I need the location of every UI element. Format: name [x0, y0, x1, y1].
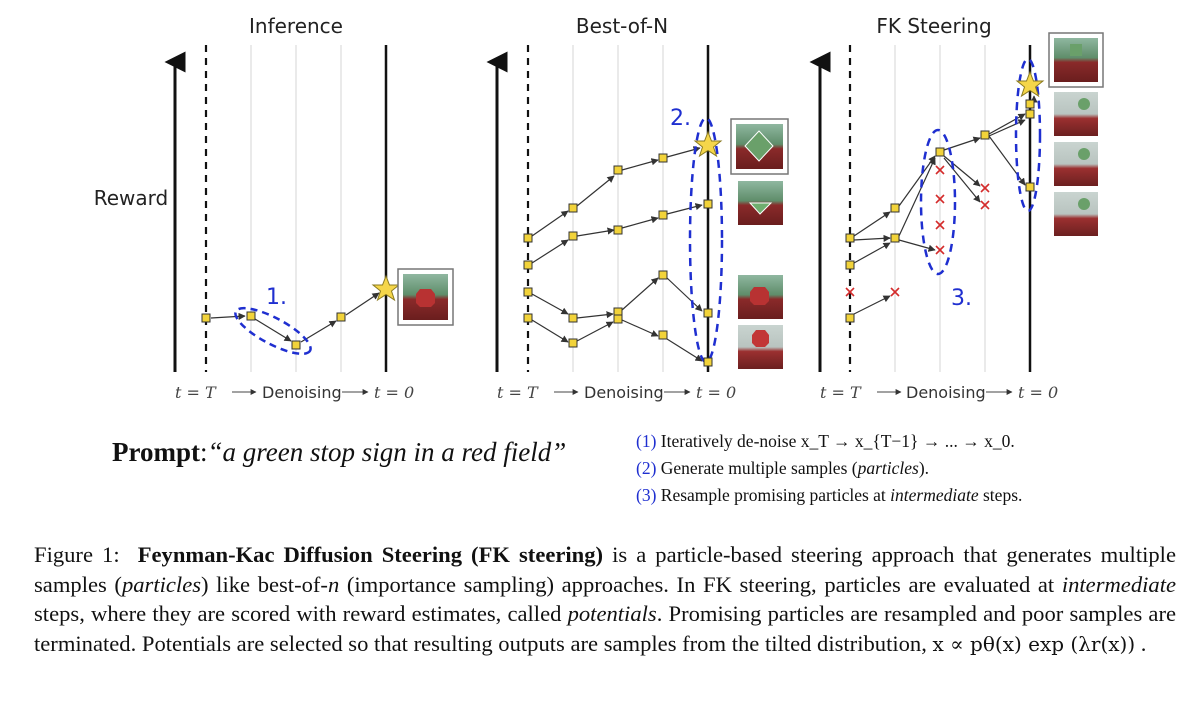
caption-figure-label: Figure 1: [34, 542, 120, 567]
stop-sign-thumbnail [1054, 142, 1098, 186]
caption-sc-fk: FK [703, 571, 732, 597]
annotation-3: 3. [951, 286, 972, 311]
step-2: (2) Generate multiple samples (particles… [636, 455, 1022, 482]
stop-sign-thumbnail [738, 181, 783, 225]
step-3: (3) Resample promising particles at inte… [636, 482, 1022, 509]
x-axis-end: t = 0 [374, 383, 414, 402]
annotation-ellipse-4 [1014, 57, 1042, 213]
stop-sign-thumbnail [1054, 92, 1098, 136]
caption-text-5: steps, where they are scored with reward… [34, 601, 568, 626]
x-axis-start: t = T [497, 383, 539, 402]
stop-sign-thumbnail [1048, 32, 1104, 88]
star-icon [371, 274, 401, 302]
caption-em-n: n [327, 571, 340, 597]
x-axis-middle: Denoising [262, 383, 342, 402]
panel-title-inference: Inference [249, 14, 343, 38]
step-2-number: (2) [636, 458, 657, 478]
caption-bold-steering: steering) [509, 542, 604, 567]
annotation-ellipse-2 [688, 116, 724, 364]
stop-sign-thumbnail [738, 275, 783, 319]
annotation-ellipse-3 [919, 128, 957, 276]
step-2-emphasis: particles [857, 458, 919, 478]
stop-sign-thumbnail [730, 118, 789, 175]
caption-bold-fk: FK [478, 542, 510, 567]
step-1-number: (1) [636, 431, 657, 451]
prompt-line: Prompt:“a green stop sign in a red field… [112, 437, 566, 468]
annotation-2: 2. [670, 106, 691, 131]
caption-text-3: (importance sampling) approaches. In [339, 571, 703, 597]
y-axis-label: Reward [94, 186, 168, 210]
x-axis-start: t = T [175, 383, 217, 402]
annotation-ellipse-1 [234, 306, 312, 356]
step-2-text: Generate multiple samples ( [660, 458, 858, 478]
step-1: (1) Iteratively de-noise x_T → x_{T−1} →… [636, 428, 1022, 455]
x-axis-middle: Denoising [906, 383, 986, 402]
caption-em-potentials: potentials [567, 601, 657, 626]
stop-sign-thumbnail [1054, 192, 1098, 236]
star-icon [693, 130, 723, 158]
caption-text-4: steering, particles are evaluated at [731, 571, 1062, 597]
step-3-end: steps. [978, 485, 1023, 505]
caption-text-6: . Promising particles are resampled and … [34, 601, 1176, 656]
caption-em-particles: particles [121, 571, 202, 597]
nodes [201, 311, 346, 350]
stop-sign-thumbnail [397, 268, 454, 326]
panel-inference: 1. t = T Denoising t = 0 [164, 45, 454, 402]
caption-em-intermediate: intermediate [1061, 571, 1177, 597]
step-3-emphasis: intermediate [890, 485, 979, 505]
steps-list: (1) Iteratively de-noise x_T → x_{T−1} →… [636, 428, 1022, 509]
prompt-colon: : [200, 437, 208, 467]
caption-bold-title: Feynman-Kac Diffusion Steering ( [137, 542, 479, 567]
cross-icon [845, 165, 990, 297]
caption-text-1: is a particle-based steering approach th… [34, 542, 1176, 597]
x-axis-middle: Denoising [584, 383, 664, 402]
prompt-text: “a green stop sign in a red field” [207, 437, 567, 467]
panel-title-fk-steering: FK Steering [876, 14, 991, 38]
stop-sign-thumbnail [738, 325, 783, 369]
panel-best-of-n: 2. t = T Denoising t = 0 [486, 45, 789, 402]
caption-formula: x ∝ pθ(x) exp (λr(x)) [932, 631, 1136, 656]
annotation-1: 1. [266, 285, 287, 310]
x-axis-start: t = T [820, 383, 862, 402]
step-3-text: Resample promising particles at [660, 485, 891, 505]
figure-caption: Figure 1: Feynman-Kac Diffusion Steering… [34, 540, 1176, 659]
x-axis-end: t = 0 [1018, 383, 1058, 402]
caption-text-7: . [1135, 630, 1147, 656]
panel-fk-steering: 3. t = T Denoising t = 0 [809, 32, 1104, 402]
step-1-text: Iteratively de-noise x_T → x_{T−1} → ...… [660, 431, 1015, 451]
step-2-end: ). [918, 458, 930, 478]
panel-title-best-of-n: Best-of-N [576, 14, 668, 38]
prompt-label: Prompt [112, 437, 200, 467]
x-axis-end: t = 0 [696, 383, 736, 402]
caption-text-2: ) like best-of- [201, 571, 328, 597]
star-icon [1015, 70, 1045, 98]
step-3-number: (3) [636, 485, 657, 505]
